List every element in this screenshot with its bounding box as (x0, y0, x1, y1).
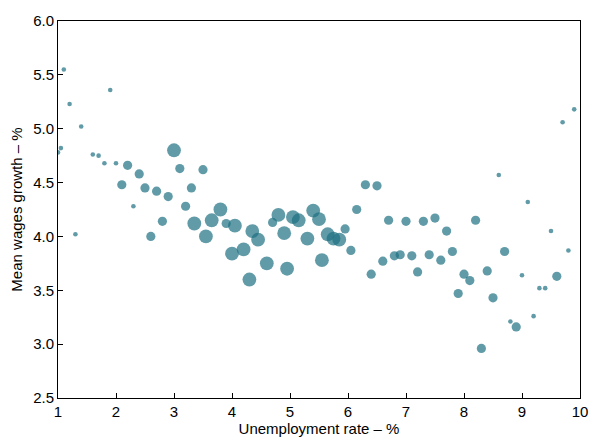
svg-text:Unemployment rate – %: Unemployment rate – % (239, 420, 400, 437)
svg-text:4: 4 (228, 403, 236, 420)
svg-text:6.0: 6.0 (33, 12, 54, 29)
svg-text:3.0: 3.0 (33, 335, 54, 352)
svg-text:5.0: 5.0 (33, 120, 54, 137)
svg-text:2: 2 (112, 403, 120, 420)
svg-text:3: 3 (170, 403, 178, 420)
svg-text:5.5: 5.5 (33, 66, 54, 83)
svg-text:5: 5 (286, 403, 294, 420)
svg-text:4.5: 4.5 (33, 174, 54, 191)
svg-text:3.5: 3.5 (33, 282, 54, 299)
svg-text:8: 8 (460, 403, 468, 420)
svg-text:9: 9 (518, 403, 526, 420)
svg-text:6: 6 (344, 403, 352, 420)
svg-text:Mean wages growth – %: Mean wages growth – % (8, 127, 25, 291)
svg-text:2.5: 2.5 (33, 389, 54, 406)
svg-text:10: 10 (572, 403, 589, 420)
svg-text:1: 1 (54, 403, 62, 420)
svg-text:7: 7 (402, 403, 410, 420)
svg-text:4.0: 4.0 (33, 228, 54, 245)
